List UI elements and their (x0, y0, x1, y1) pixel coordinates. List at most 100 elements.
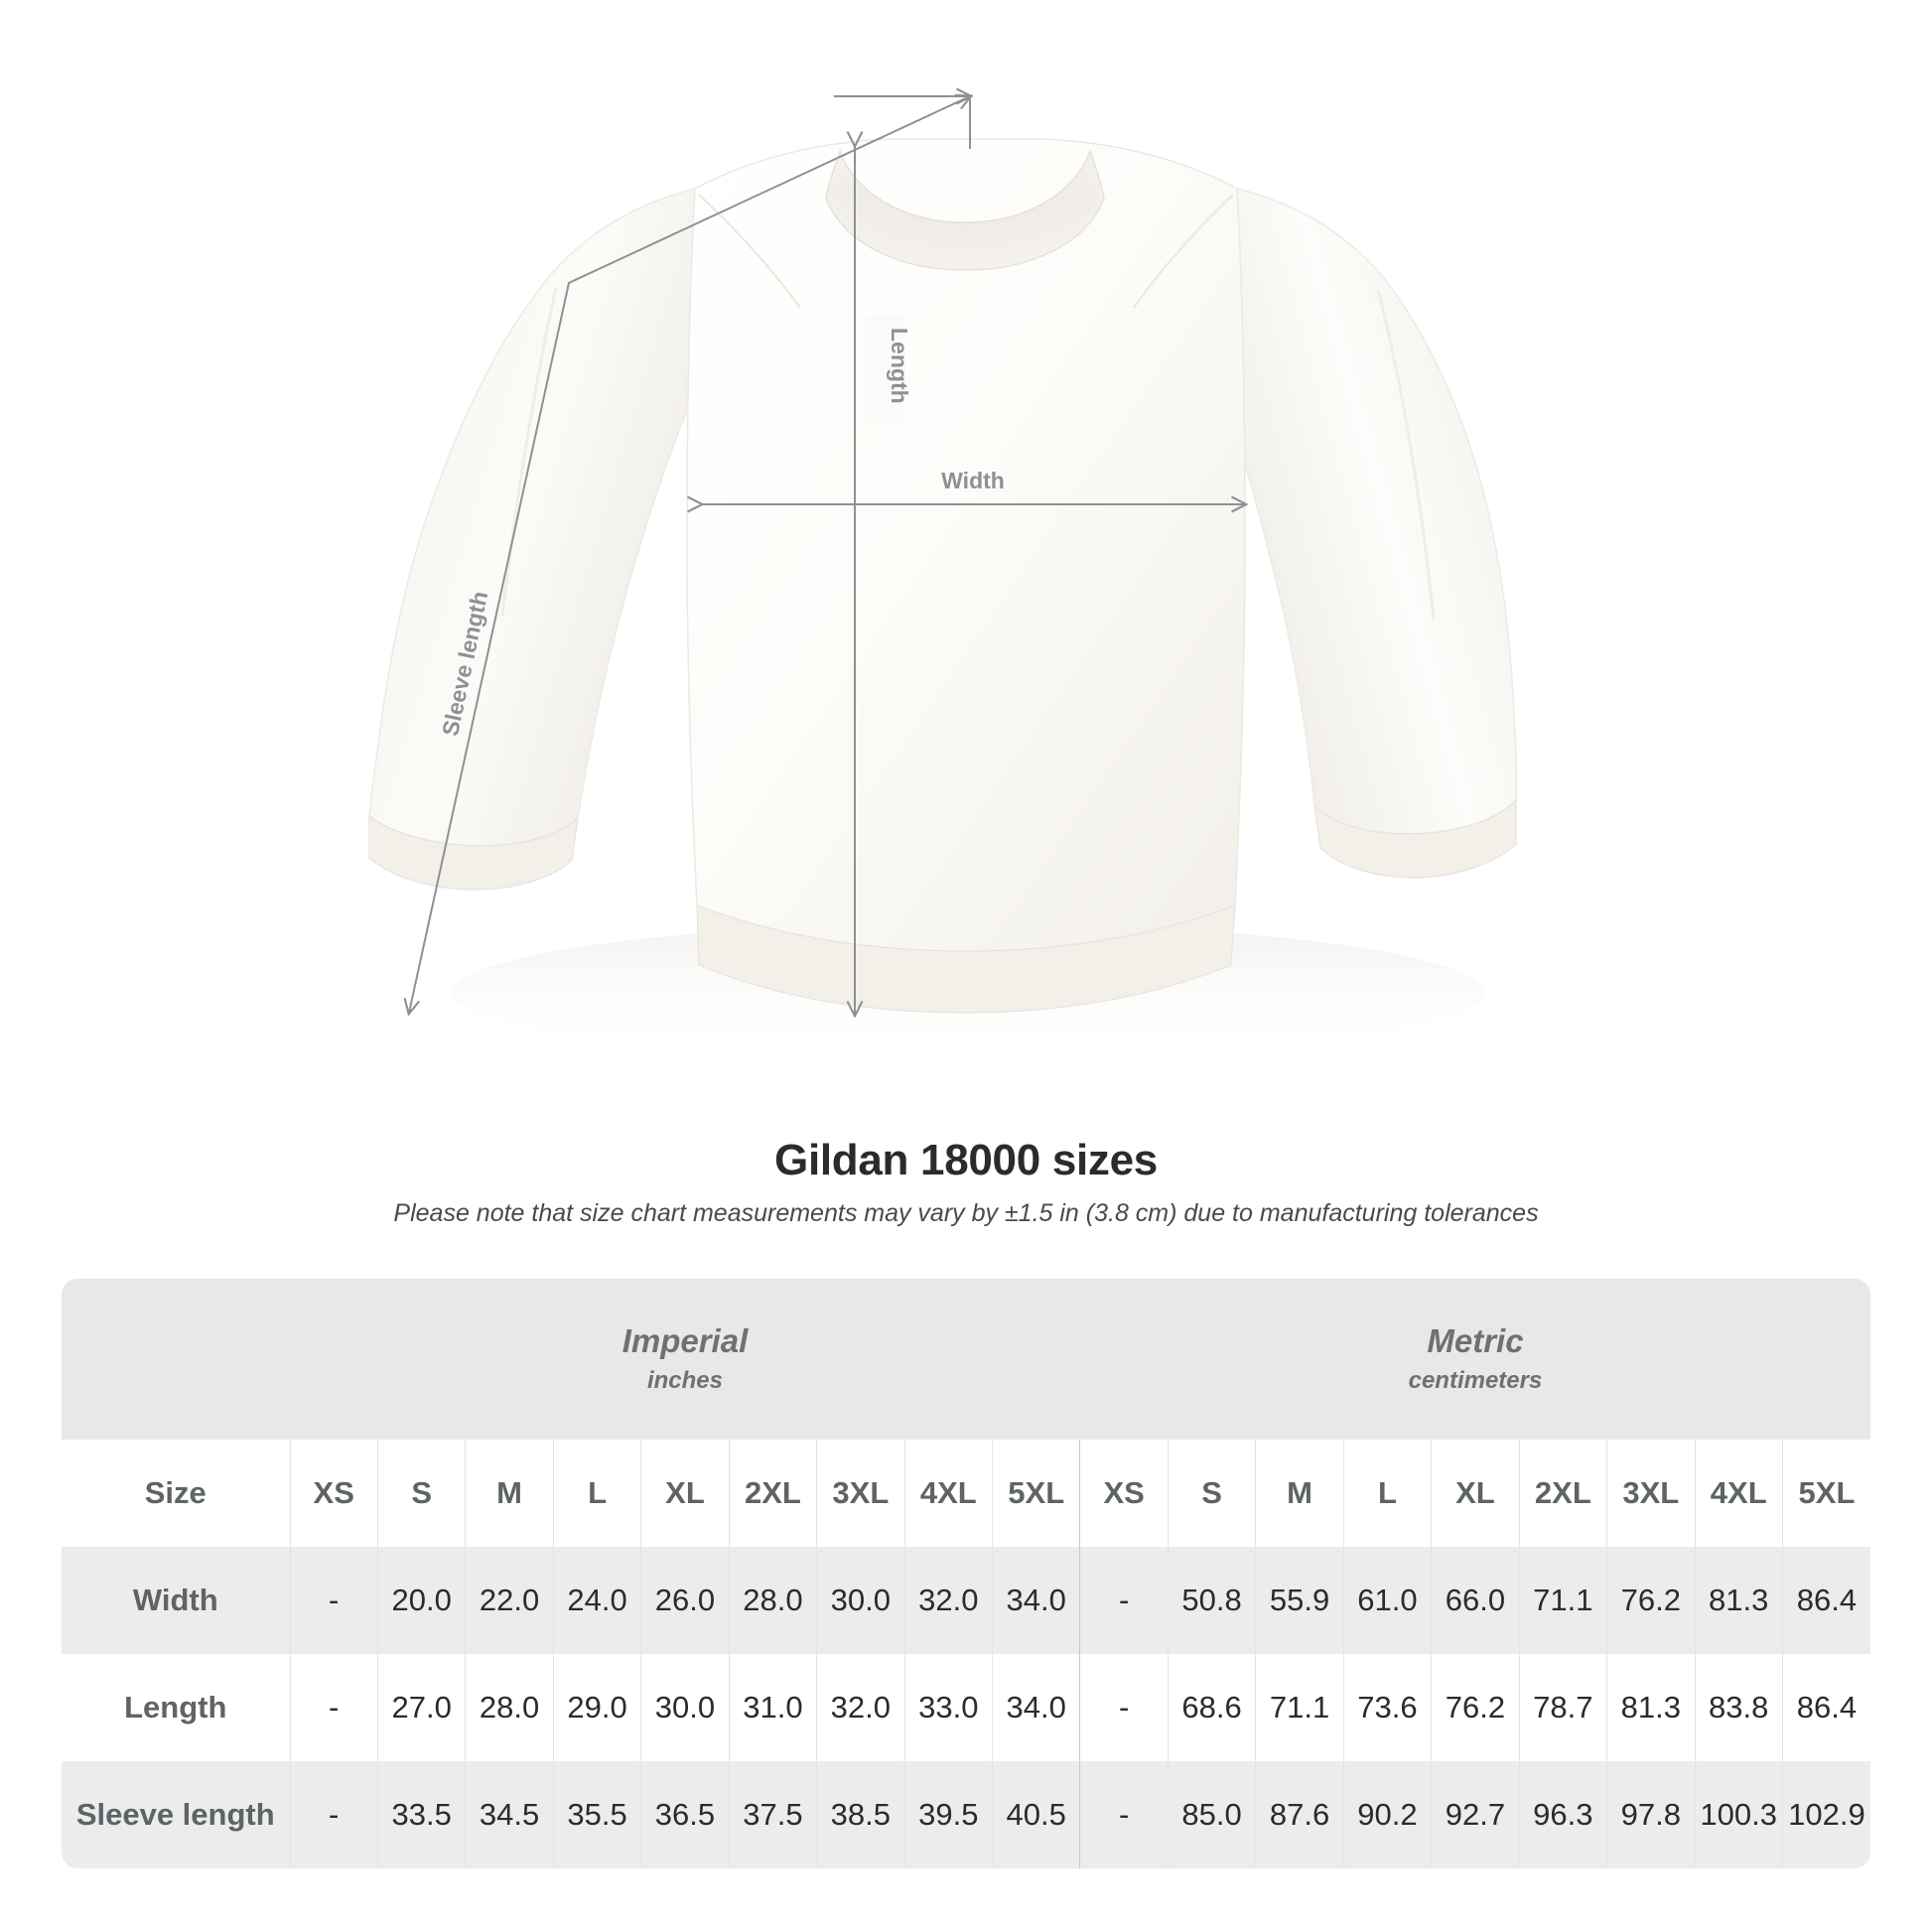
unit-header-metric: Metric centimeters (1079, 1279, 1870, 1440)
measurement-cell: 71.1 (1255, 1654, 1344, 1761)
row-label: Length (62, 1654, 290, 1761)
size-header-cell: 4XL (903, 1440, 993, 1547)
table-row: Length -27.0 28.0 29.0 30.0 31.0 32.0 33.0 34.0-… (62, 1654, 1870, 1761)
measurement-cell: 61.0 (1342, 1547, 1432, 1654)
measurement-cell: 85.0 (1167, 1761, 1256, 1868)
measurement-cell: 97.8 (1606, 1761, 1695, 1868)
measurement-cell: 71.1 (1518, 1547, 1607, 1654)
measurement-cell: 39.5 (903, 1761, 993, 1868)
size-header-cell: XL (640, 1440, 730, 1547)
size-chart-table-container: Imperial inches Metric centimeters Size X… (62, 1279, 1870, 1868)
measurement-cell: 96.3 (1518, 1761, 1607, 1868)
measurement-cell: 20.0 (376, 1547, 466, 1654)
measurement-cell: - (289, 1761, 378, 1868)
measurement-cell: 76.2 (1431, 1654, 1520, 1761)
size-header-cell: 2XL (728, 1440, 817, 1547)
measurement-cell: - (1079, 1761, 1169, 1868)
measurement-cell: 83.8 (1694, 1654, 1783, 1761)
table-row: Width -20.0 22.0 24.0 26.0 28.0 30.0 32.0 34.0-5… (62, 1547, 1870, 1654)
size-header-cell: 2XL (1518, 1440, 1607, 1547)
size-header-cell: 3XL (1606, 1440, 1695, 1547)
measurement-cell: 55.9 (1255, 1547, 1344, 1654)
unit-metric-name: Metric (1427, 1322, 1524, 1359)
title-block: Gildan 18000 sizes Please note that size… (0, 1132, 1932, 1237)
measurement-cell: 38.5 (816, 1761, 905, 1868)
measurement-cell: 66.0 (1431, 1547, 1520, 1654)
measurement-cell: 92.7 (1431, 1761, 1520, 1868)
measurement-cell: 102.9 (1781, 1761, 1870, 1868)
measurement-cell: - (289, 1654, 378, 1761)
size-header-cell: 4XL (1694, 1440, 1783, 1547)
size-header-cell: L (552, 1440, 641, 1547)
length-label: Length (887, 328, 912, 404)
measurement-cell: 68.6 (1167, 1654, 1256, 1761)
measurement-cell: 28.0 (728, 1547, 817, 1654)
measurement-cell: 33.0 (903, 1654, 993, 1761)
measurement-cell: 30.0 (816, 1547, 905, 1654)
measurement-cell: 27.0 (376, 1654, 466, 1761)
unit-header-corner (62, 1279, 290, 1440)
measurement-cell: - (289, 1547, 378, 1654)
measurement-cell: 81.3 (1694, 1547, 1783, 1654)
row-label: Sleeve length (62, 1761, 290, 1868)
page-title: Gildan 18000 sizes (774, 1136, 1158, 1184)
size-header-cell: 5XL (1781, 1440, 1870, 1547)
measurement-cell: 90.2 (1342, 1761, 1432, 1868)
measurement-cell: 86.4 (1781, 1654, 1870, 1761)
unit-header-imperial: Imperial inches (290, 1279, 1080, 1440)
size-header-row: Size XS S M L XL 2XL 3XL 4XL 5XL XS S M L XL 2XL 3XL 4XL 5… (62, 1440, 1870, 1547)
unit-imperial-name: Imperial (621, 1322, 749, 1359)
size-header-cell: L (1342, 1440, 1432, 1547)
right-cuff (1313, 798, 1517, 879)
measurement-cell: 34.0 (991, 1547, 1080, 1654)
measurement-cell: 32.0 (816, 1654, 905, 1761)
row-label: Width (62, 1547, 290, 1654)
size-chart-table: Imperial inches Metric centimeters Size X… (62, 1279, 1870, 1868)
tolerance-note: Please note that size chart measurements… (393, 1199, 1539, 1227)
measurement-cell: 37.5 (728, 1761, 817, 1868)
measurement-cell: 40.5 (991, 1761, 1080, 1868)
size-header-cell: XS (289, 1440, 378, 1547)
measurement-cell: 28.0 (465, 1654, 554, 1761)
measurement-cell: 30.0 (640, 1654, 730, 1761)
measurement-cell: 78.7 (1518, 1654, 1607, 1761)
size-header-cell: S (376, 1440, 466, 1547)
measurement-cell: 31.0 (728, 1654, 817, 1761)
right-sleeve (1220, 188, 1518, 835)
unit-metric-sub: centimeters (1408, 1367, 1543, 1394)
sleeve-measure-line (409, 96, 970, 1013)
measurement-cell: 76.2 (1606, 1547, 1695, 1654)
measurement-cell: 33.5 (376, 1761, 466, 1868)
size-header-cell: XL (1431, 1440, 1520, 1547)
table-row: Sleeve length -33.5 34.5 35.5 36.5 37.5 38.5 39… (62, 1761, 1870, 1868)
unit-header-row: Imperial inches Metric centimeters (62, 1279, 1870, 1440)
measurement-cell: 50.8 (1167, 1547, 1256, 1654)
measurement-cell: 34.5 (465, 1761, 554, 1868)
measurement-cell: 32.0 (903, 1547, 993, 1654)
measurement-cell: 100.3 (1694, 1761, 1783, 1868)
size-header-cell: XS (1079, 1440, 1169, 1547)
measurement-cell: 24.0 (552, 1547, 641, 1654)
measurement-cell: 22.0 (465, 1547, 554, 1654)
measurement-cell: - (1079, 1654, 1169, 1761)
size-header-label: Size (62, 1440, 290, 1547)
measurement-cell: 34.0 (991, 1654, 1080, 1761)
garment-diagram: Length Width Sleeve length (368, 0, 1518, 1062)
size-header-cell: S (1167, 1440, 1256, 1547)
measurement-cell: 73.6 (1342, 1654, 1432, 1761)
measurement-cell: 87.6 (1255, 1761, 1344, 1868)
size-header-cell: M (465, 1440, 554, 1547)
measurement-cell: 36.5 (640, 1761, 730, 1868)
right-shoulder-seam (1133, 194, 1234, 309)
fabric-fold-right (1376, 289, 1436, 621)
size-header-cell: 3XL (816, 1440, 905, 1547)
measurement-cell: 86.4 (1781, 1547, 1870, 1654)
size-header-cell: M (1255, 1440, 1344, 1547)
unit-imperial-sub: inches (646, 1367, 723, 1394)
size-header-cell: 5XL (991, 1440, 1080, 1547)
measurement-cell: 26.0 (640, 1547, 730, 1654)
width-label: Width (941, 468, 1005, 493)
product-figure: Length Width Sleeve length (368, 0, 1518, 1062)
measurement-cell: - (1079, 1547, 1169, 1654)
measurement-cell: 29.0 (552, 1654, 641, 1761)
